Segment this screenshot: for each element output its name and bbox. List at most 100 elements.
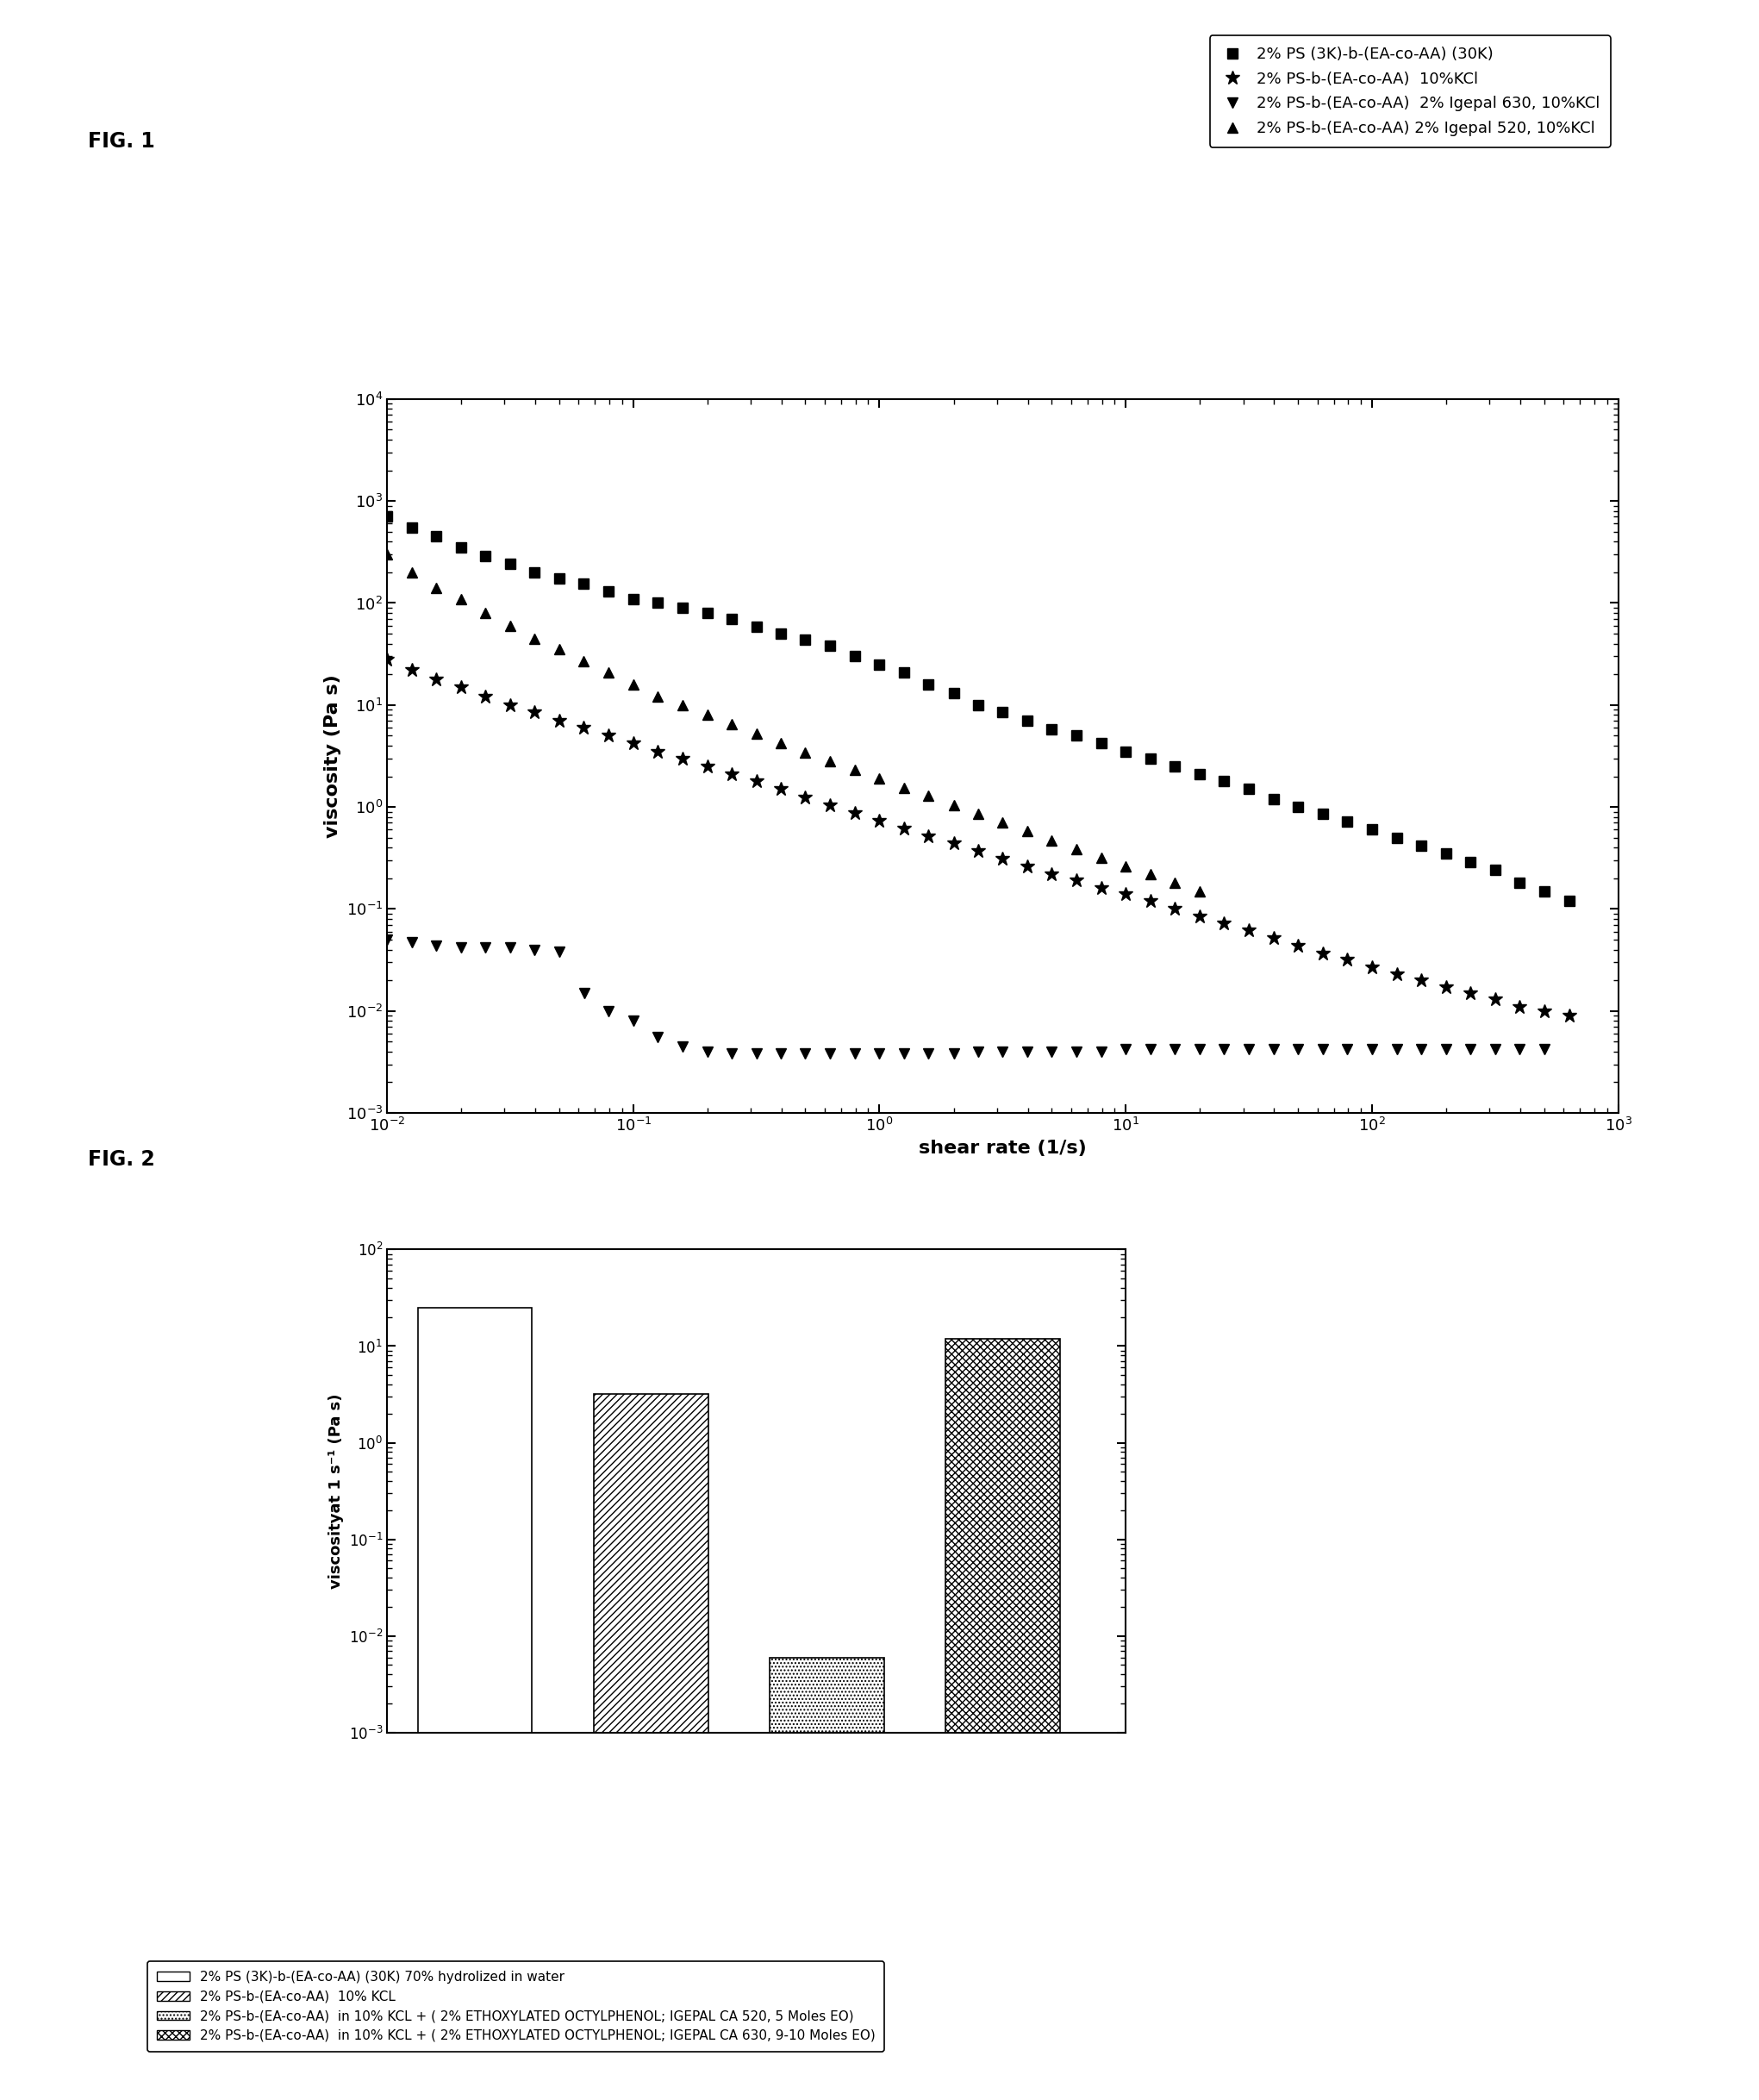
2% PS-b-(EA-co-AA)  10%KCl (992, 846, 1013, 871)
2% PS-b-(EA-co-AA)  10%KCl (1214, 911, 1235, 937)
2% PS-b-(EA-co-AA)  2% Igepal 630, 10%KCl (376, 926, 398, 951)
2% PS-b-(EA-co-AA)  10%KCl (1288, 932, 1309, 958)
2% PS (3K)-b-(EA-co-AA) (30K) (1386, 825, 1407, 851)
2% PS (3K)-b-(EA-co-AA) (30K) (1189, 762, 1210, 788)
Bar (593, 1394, 707, 2100)
2% PS (3K)-b-(EA-co-AA) (30K) (1288, 794, 1309, 819)
2% PS-b-(EA-co-AA)  10%KCl (573, 714, 595, 739)
2% PS-b-(EA-co-AA)  2% Igepal 630, 10%KCl (869, 1042, 890, 1067)
2% PS-b-(EA-co-AA)  10%KCl (1411, 968, 1432, 993)
2% PS-b-(EA-co-AA)  10%KCl (721, 762, 742, 788)
2% PS-b-(EA-co-AA)  2% Igepal 630, 10%KCl (1017, 1039, 1038, 1065)
Text: FIG. 2: FIG. 2 (88, 1149, 155, 1170)
2% PS-b-(EA-co-AA) 2% Igepal 520, 10%KCl (918, 783, 939, 809)
2% PS (3K)-b-(EA-co-AA) (30K) (598, 580, 619, 605)
2% PS (3K)-b-(EA-co-AA) (30K) (1435, 840, 1456, 865)
2% PS-b-(EA-co-AA)  10%KCl (1238, 918, 1259, 943)
2% PS (3K)-b-(EA-co-AA) (30K) (795, 626, 816, 651)
2% PS-b-(EA-co-AA)  2% Igepal 630, 10%KCl (450, 934, 471, 960)
2% PS (3K)-b-(EA-co-AA) (30K) (721, 607, 742, 632)
2% PS-b-(EA-co-AA)  2% Igepal 630, 10%KCl (1485, 1037, 1506, 1063)
2% PS (3K)-b-(EA-co-AA) (30K) (475, 544, 496, 569)
2% PS-b-(EA-co-AA)  2% Igepal 630, 10%KCl (1066, 1039, 1087, 1065)
2% PS-b-(EA-co-AA) 2% Igepal 520, 10%KCl (746, 722, 767, 748)
2% PS-b-(EA-co-AA) 2% Igepal 520, 10%KCl (770, 731, 792, 756)
2% PS-b-(EA-co-AA)  2% Igepal 630, 10%KCl (475, 934, 496, 960)
2% PS (3K)-b-(EA-co-AA) (30K) (1066, 722, 1087, 748)
2% PS-b-(EA-co-AA)  10%KCl (820, 792, 841, 817)
2% PS-b-(EA-co-AA) 2% Igepal 520, 10%KCl (1115, 855, 1136, 880)
2% PS-b-(EA-co-AA)  10%KCl (500, 693, 521, 718)
2% PS-b-(EA-co-AA) 2% Igepal 520, 10%KCl (450, 586, 471, 611)
2% PS-b-(EA-co-AA)  10%KCl (894, 815, 915, 840)
Line: 2% PS (3K)-b-(EA-co-AA) (30K): 2% PS (3K)-b-(EA-co-AA) (30K) (382, 512, 1574, 905)
2% PS (3K)-b-(EA-co-AA) (30K) (770, 622, 792, 647)
X-axis label: shear rate (1/s): shear rate (1/s) (918, 1140, 1087, 1157)
2% PS-b-(EA-co-AA) 2% Igepal 520, 10%KCl (647, 685, 668, 710)
2% PS-b-(EA-co-AA)  2% Igepal 630, 10%KCl (992, 1039, 1013, 1065)
2% PS (3K)-b-(EA-co-AA) (30K) (992, 699, 1013, 724)
2% PS-b-(EA-co-AA)  10%KCl (943, 832, 964, 857)
2% PS-b-(EA-co-AA)  10%KCl (844, 800, 865, 825)
2% PS-b-(EA-co-AA)  2% Igepal 630, 10%KCl (943, 1042, 964, 1067)
2% PS-b-(EA-co-AA)  2% Igepal 630, 10%KCl (1238, 1037, 1259, 1063)
2% PS-b-(EA-co-AA)  2% Igepal 630, 10%KCl (795, 1042, 816, 1067)
2% PS (3K)-b-(EA-co-AA) (30K) (967, 693, 989, 718)
2% PS (3K)-b-(EA-co-AA) (30K) (573, 571, 595, 596)
2% PS-b-(EA-co-AA)  10%KCl (1017, 855, 1038, 880)
2% PS-b-(EA-co-AA)  2% Igepal 630, 10%KCl (1312, 1037, 1333, 1063)
2% PS-b-(EA-co-AA) 2% Igepal 520, 10%KCl (401, 561, 422, 586)
2% PS-b-(EA-co-AA)  2% Igepal 630, 10%KCl (967, 1039, 989, 1065)
2% PS (3K)-b-(EA-co-AA) (30K) (1140, 745, 1161, 771)
2% PS-b-(EA-co-AA)  10%KCl (401, 657, 422, 682)
2% PS-b-(EA-co-AA)  2% Igepal 630, 10%KCl (1386, 1037, 1407, 1063)
2% PS-b-(EA-co-AA) 2% Igepal 520, 10%KCl (1066, 836, 1087, 861)
2% PS-b-(EA-co-AA) 2% Igepal 520, 10%KCl (1041, 827, 1062, 853)
2% PS-b-(EA-co-AA) 2% Igepal 520, 10%KCl (475, 601, 496, 626)
Legend: 2% PS (3K)-b-(EA-co-AA) (30K), 2% PS-b-(EA-co-AA)  10%KCl, 2% PS-b-(EA-co-AA)  2: 2% PS (3K)-b-(EA-co-AA) (30K), 2% PS-b-(… (1210, 36, 1611, 147)
2% PS-b-(EA-co-AA) 2% Igepal 520, 10%KCl (1189, 878, 1210, 903)
2% PS-b-(EA-co-AA) 2% Igepal 520, 10%KCl (721, 712, 742, 737)
2% PS-b-(EA-co-AA)  10%KCl (524, 699, 545, 724)
2% PS-b-(EA-co-AA)  10%KCl (1041, 861, 1062, 886)
2% PS-b-(EA-co-AA)  2% Igepal 630, 10%KCl (721, 1042, 742, 1067)
Line: 2% PS-b-(EA-co-AA)  2% Igepal 630, 10%KCl: 2% PS-b-(EA-co-AA) 2% Igepal 630, 10%KCl (382, 934, 1550, 1058)
2% PS-b-(EA-co-AA)  10%KCl (1189, 903, 1210, 928)
2% PS (3K)-b-(EA-co-AA) (30K) (623, 586, 644, 611)
2% PS (3K)-b-(EA-co-AA) (30K) (1534, 878, 1555, 903)
2% PS-b-(EA-co-AA)  10%KCl (475, 685, 496, 710)
2% PS-b-(EA-co-AA)  10%KCl (1164, 897, 1186, 922)
2% PS-b-(EA-co-AA)  2% Igepal 630, 10%KCl (697, 1039, 718, 1065)
2% PS-b-(EA-co-AA)  2% Igepal 630, 10%KCl (623, 1008, 644, 1033)
2% PS (3K)-b-(EA-co-AA) (30K) (1558, 888, 1580, 913)
2% PS-b-(EA-co-AA)  10%KCl (697, 754, 718, 779)
Line: 2% PS-b-(EA-co-AA)  10%KCl: 2% PS-b-(EA-co-AA) 10%KCl (380, 653, 1576, 1023)
2% PS-b-(EA-co-AA) 2% Igepal 520, 10%KCl (376, 542, 398, 567)
2% PS-b-(EA-co-AA)  2% Igepal 630, 10%KCl (1214, 1037, 1235, 1063)
2% PS-b-(EA-co-AA)  2% Igepal 630, 10%KCl (1140, 1037, 1161, 1063)
2% PS-b-(EA-co-AA)  10%KCl (1361, 953, 1383, 979)
2% PS-b-(EA-co-AA)  2% Igepal 630, 10%KCl (549, 939, 570, 964)
2% PS (3K)-b-(EA-co-AA) (30K) (1485, 857, 1506, 882)
2% PS-b-(EA-co-AA) 2% Igepal 520, 10%KCl (943, 792, 964, 817)
2% PS (3K)-b-(EA-co-AA) (30K) (1041, 716, 1062, 741)
Y-axis label: viscosity (Pa s): viscosity (Pa s) (324, 674, 341, 838)
2% PS-b-(EA-co-AA)  2% Igepal 630, 10%KCl (1263, 1037, 1284, 1063)
2% PS (3K)-b-(EA-co-AA) (30K) (697, 601, 718, 626)
2% PS-b-(EA-co-AA)  2% Igepal 630, 10%KCl (918, 1042, 939, 1067)
2% PS-b-(EA-co-AA)  2% Igepal 630, 10%KCl (524, 937, 545, 962)
2% PS-b-(EA-co-AA)  10%KCl (426, 666, 447, 691)
2% PS-b-(EA-co-AA)  10%KCl (1509, 993, 1530, 1018)
2% PS (3K)-b-(EA-co-AA) (30K) (524, 561, 545, 586)
2% PS (3K)-b-(EA-co-AA) (30K) (746, 615, 767, 640)
2% PS-b-(EA-co-AA)  2% Igepal 630, 10%KCl (1361, 1037, 1383, 1063)
2% PS-b-(EA-co-AA) 2% Igepal 520, 10%KCl (820, 750, 841, 775)
2% PS-b-(EA-co-AA)  2% Igepal 630, 10%KCl (1288, 1037, 1309, 1063)
2% PS-b-(EA-co-AA)  10%KCl (869, 808, 890, 834)
Legend: 2% PS (3K)-b-(EA-co-AA) (30K) 70% hydrolized in water, 2% PS-b-(EA-co-AA)  10% K: 2% PS (3K)-b-(EA-co-AA) (30K) 70% hydrol… (148, 1961, 885, 2052)
2% PS-b-(EA-co-AA)  2% Igepal 630, 10%KCl (746, 1042, 767, 1067)
2% PS-b-(EA-co-AA)  10%KCl (1386, 962, 1407, 987)
2% PS (3K)-b-(EA-co-AA) (30K) (820, 634, 841, 659)
Text: FIG. 1: FIG. 1 (88, 130, 155, 151)
2% PS-b-(EA-co-AA)  10%KCl (967, 838, 989, 863)
